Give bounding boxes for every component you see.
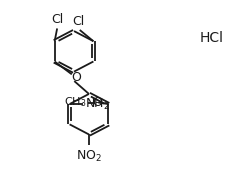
Text: NO$_2$: NO$_2$ [76,149,102,164]
Text: Cl: Cl [72,15,85,28]
Text: Cl: Cl [51,13,63,26]
Text: O: O [71,71,81,84]
Text: HCl: HCl [200,31,224,45]
Text: CH$_3$: CH$_3$ [64,96,87,109]
Text: NH$_2$: NH$_2$ [85,97,110,112]
Text: O: O [92,96,102,109]
